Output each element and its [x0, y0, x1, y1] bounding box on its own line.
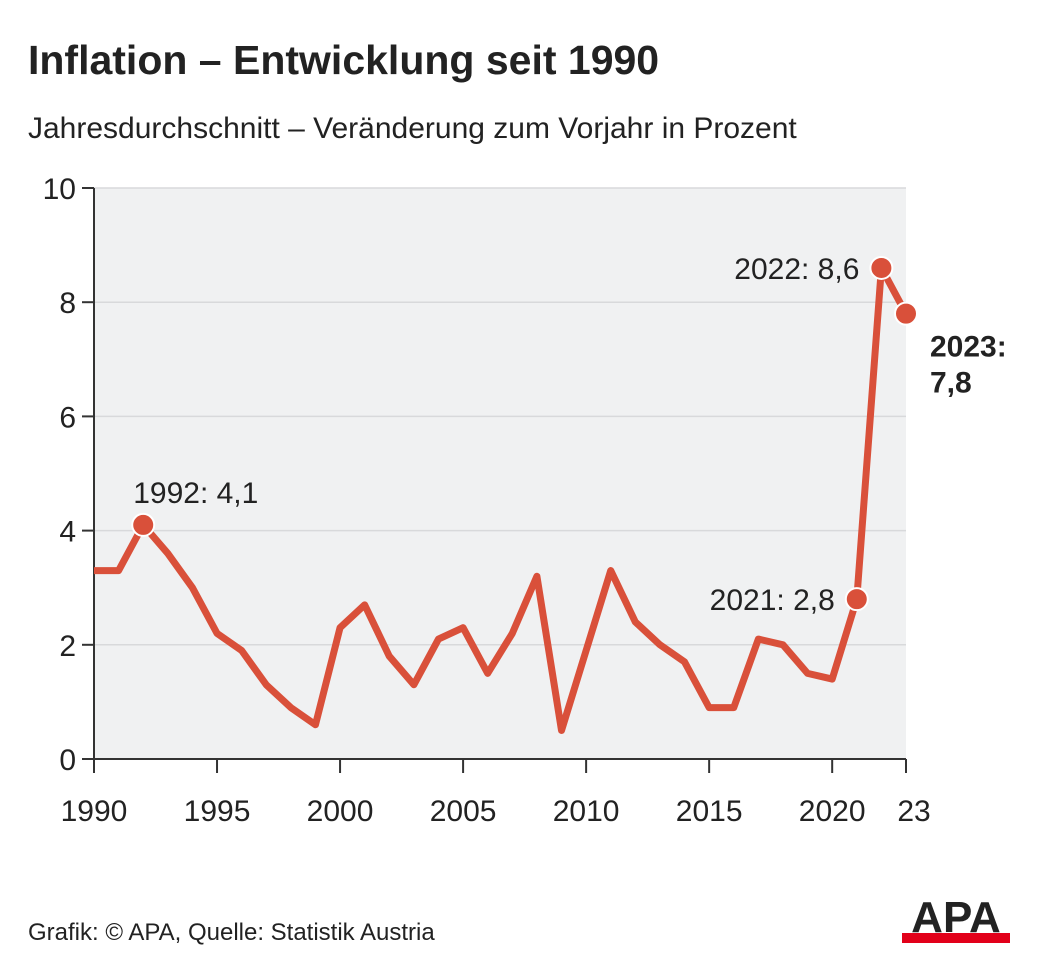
y-tick-label: 6: [59, 401, 76, 434]
y-tick-label: 10: [43, 173, 76, 206]
chart-subtitle: Jahresdurchschnitt – Veränderung zum Vor…: [28, 112, 797, 145]
marker: [844, 587, 869, 612]
data-label: 2021: 2,8: [710, 584, 835, 617]
marker: [894, 301, 918, 326]
data-label: 2023: 7,8: [930, 331, 1007, 400]
logo-bar: [902, 933, 1010, 943]
x-tick-label: 2010: [553, 795, 620, 828]
chart-title: Inflation – Entwicklung seit 1990: [28, 37, 659, 83]
source: Grafik: © APA, Quelle: Statistik Austria: [28, 919, 435, 946]
data-label: 1992: 4,1: [133, 477, 258, 510]
marker: [869, 255, 894, 280]
x-tick-label: 2000: [307, 795, 374, 828]
y-tick-label: 8: [59, 287, 76, 320]
x-tick-label: 2020: [799, 795, 866, 828]
y-tick-label: 0: [59, 744, 76, 777]
x-tick-label: 2015: [676, 795, 743, 828]
marker: [131, 512, 156, 537]
x-tick-label: 2005: [430, 795, 497, 828]
y-tick-label: 4: [59, 516, 76, 549]
x-tick-label: 1995: [184, 795, 251, 828]
data-label: 2022: 8,6: [734, 253, 859, 286]
plot-area: [94, 188, 906, 759]
line: [94, 264, 910, 734]
x-tick-label: 23: [897, 795, 930, 828]
x-tick-label: 1990: [61, 795, 128, 828]
y-tick-label: 2: [59, 630, 76, 663]
